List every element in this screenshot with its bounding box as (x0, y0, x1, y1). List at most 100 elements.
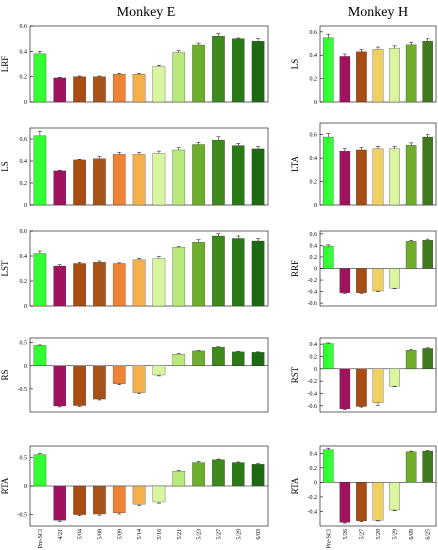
bar-6/03 (251, 464, 265, 487)
x-tick-label: 5/28 (376, 529, 382, 540)
bar-5/04 (73, 76, 86, 103)
bar-5/29 (231, 351, 245, 366)
y-axis-label: LS (290, 59, 300, 70)
bar-5/27 (356, 368, 367, 407)
bar-5/08 (93, 262, 106, 307)
x-tick-label: 5/04 (78, 529, 84, 540)
bar-5/23 (192, 242, 205, 307)
bar-4/21 (53, 365, 67, 407)
y-tick-label: -0.2 (308, 495, 318, 501)
bar-5/21 (172, 470, 186, 487)
bar-5/27 (212, 347, 225, 366)
x-tick-label: 5/27 (359, 529, 365, 540)
bar-5/29 (231, 462, 245, 487)
y-tick-label: 0.2 (310, 466, 318, 472)
bar-5/16 (152, 153, 166, 206)
bar-5/23 (192, 350, 205, 366)
bar-5/16 (152, 485, 166, 503)
panels: 0 0.2 0.4 0.6 LRF 0 0.2 0.4 0.6 LS 0 0.2 0.4 0.6 LST -0… (0, 24, 437, 548)
y-axis-label: LST (0, 260, 10, 277)
y-tick-label: 0.6 (20, 137, 28, 143)
y-tick-label: 0.2 (310, 77, 318, 83)
bar-5/21 (172, 354, 186, 366)
x-tick-label: Pre-SCI (38, 529, 44, 548)
y-tick-label: -0.6 (308, 301, 318, 307)
bar-5/04 (73, 263, 86, 307)
plot-frame (319, 445, 437, 527)
bar-5/29 (231, 38, 245, 103)
bar-Pre-SCI (33, 135, 47, 206)
bar-Pre-SCI (33, 253, 47, 307)
bar-5/08 (93, 158, 106, 206)
y-tick-label: 0.4 (20, 159, 28, 165)
title-monkey-h: Monkey H (348, 5, 408, 20)
panel-rrf-h: -0.6 -0.4 -0.2 0 0.2 0.4 0.6 RRF (290, 230, 437, 307)
bar-5/28 (372, 49, 384, 103)
bar-4/21 (53, 265, 67, 307)
bar-5/09 (112, 154, 126, 206)
y-tick-label: 0 (24, 203, 27, 209)
bar-5/09 (112, 263, 126, 307)
bar-5/27 (212, 235, 225, 307)
bar-6/25 (422, 240, 434, 269)
bar-5/23 (192, 144, 205, 206)
bar-6/03 (251, 352, 265, 366)
bar-5/27 (356, 482, 367, 522)
y-tick-label: 0.2 (20, 181, 28, 187)
bar-6/03 (251, 148, 265, 206)
y-axis-label: RTA (290, 477, 300, 494)
panel-rta-e: -0.5 0 0.5 RTA Pre-SCI 4/21 5/04 5/08 5/09 5/14 5/… (0, 445, 269, 548)
y-tick-label: 0 (314, 100, 317, 106)
bar-5/14 (132, 154, 146, 206)
panel-ls-e: 0 0.2 0.4 0.6 LS (0, 127, 269, 209)
x-tick-label: 5/08 (97, 529, 103, 540)
y-tick-label: 0 (314, 267, 317, 273)
x-tick-label: 5/14 (137, 529, 143, 540)
bar-5/21 (172, 149, 186, 206)
y-axis-label: RTA (0, 477, 10, 494)
x-tick-label: 6/25 (426, 529, 432, 540)
y-tick-label: 0.5 (20, 455, 28, 461)
bar-Pre-SCI (322, 343, 334, 369)
bar-6/09 (405, 451, 417, 483)
panel-rst-h: -0.6 -0.4 -0.2 0 0.2 0.4 RST (290, 337, 437, 413)
bar-6/03 (251, 240, 265, 307)
bar-5/21 (172, 52, 186, 103)
plot-frame (319, 337, 437, 413)
bar-5/29 (231, 238, 245, 307)
bar-Pre-SCI (33, 345, 47, 366)
bar-Pre-SCI (322, 449, 334, 483)
y-tick-label: 0 (314, 203, 317, 209)
y-tick-label: -0.4 (308, 392, 318, 398)
bar-Pre-SCI (33, 454, 47, 487)
bar-6/25 (422, 136, 434, 206)
y-tick-label: 0.5 (20, 341, 28, 347)
bar-5/28 (372, 268, 384, 292)
bar-5/29 (389, 48, 400, 103)
y-tick-label: 0 (24, 484, 27, 490)
y-tick-label: 0.6 (310, 133, 318, 139)
bar-5/28 (372, 368, 384, 403)
bar-4/21 (53, 170, 67, 206)
bar-5/29 (231, 145, 245, 206)
bar-5/14 (132, 259, 146, 307)
bar-5/27 (212, 459, 225, 487)
x-tick-label: 5/29 (236, 529, 242, 540)
bar-5/23 (192, 462, 205, 487)
y-tick-label: 0 (314, 480, 317, 486)
x-tick-label: 6/03 (256, 529, 262, 540)
x-tick-label: 5/29 (393, 529, 399, 540)
plot-frame (29, 230, 269, 307)
bar-5/14 (132, 365, 146, 393)
bar-5/14 (132, 485, 146, 505)
x-tick-label: 5/26 (343, 529, 349, 540)
bar-5/16 (152, 365, 166, 376)
bar-Pre-SCI (322, 245, 334, 269)
y-tick-label: 0.2 (310, 180, 318, 186)
bar-5/28 (372, 482, 384, 521)
bar-5/26 (339, 56, 351, 103)
panel-lta-h: 0 0.2 0.4 0.6 LTA (290, 122, 437, 209)
y-tick-label: -0.4 (308, 509, 318, 515)
x-tick-label: 5/21 (177, 529, 183, 540)
bar-5/26 (339, 150, 351, 206)
